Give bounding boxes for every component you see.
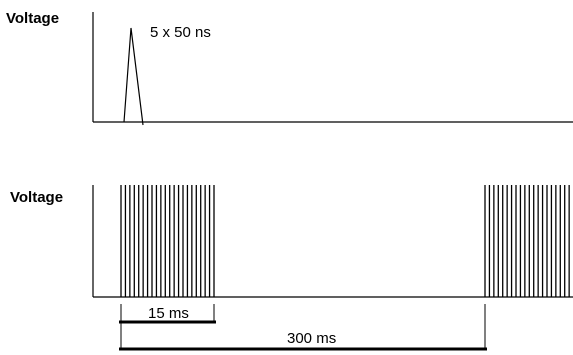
single-pulse	[123, 27, 144, 126]
bottom-ylabel: Voltage	[10, 189, 63, 206]
pulse-width-label: 5 x 50 ns	[150, 24, 211, 41]
burst-1	[120, 185, 215, 297]
bottom-plot: Voltage 15 ms 300 ms	[10, 185, 573, 351]
burst-2	[484, 185, 570, 297]
top-plot: Voltage 5 x 50 ns	[6, 10, 573, 126]
burst-duration-label: 15 ms	[148, 305, 189, 322]
top-ylabel: Voltage	[6, 10, 59, 27]
period-label: 300 ms	[287, 330, 336, 347]
